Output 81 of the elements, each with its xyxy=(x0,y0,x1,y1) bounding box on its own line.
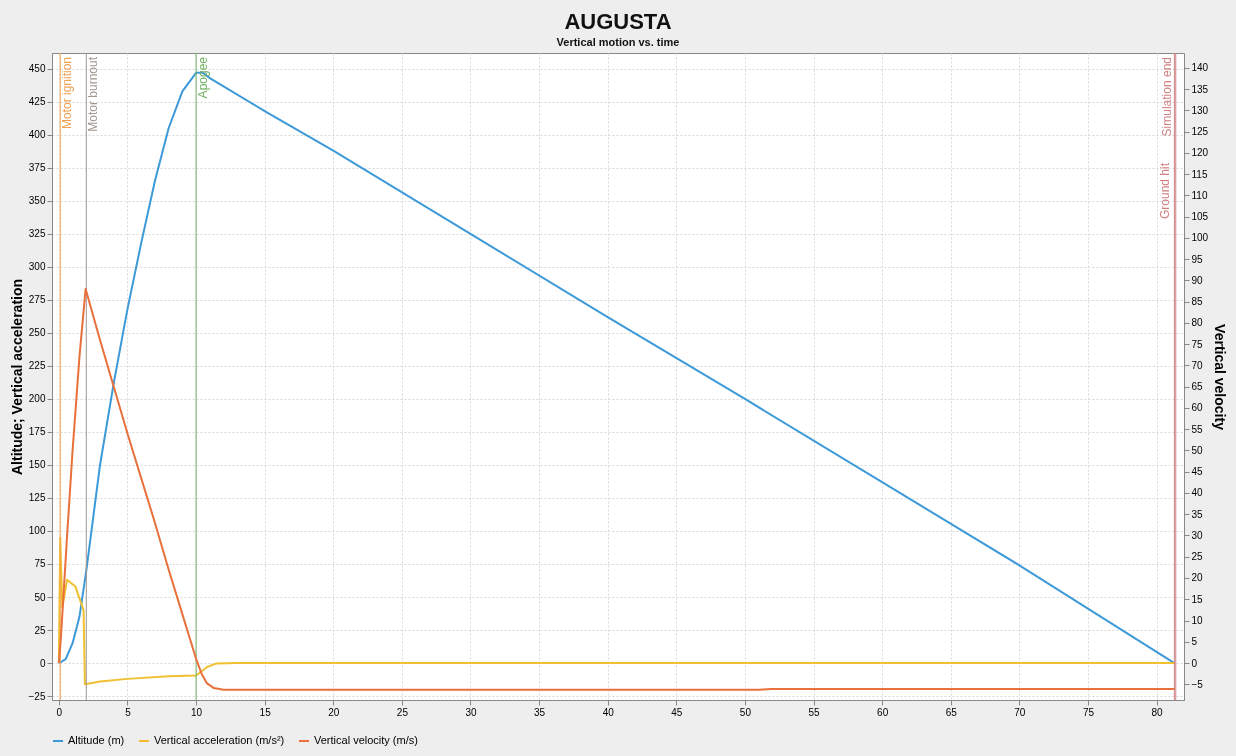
x-tick-label: 25 xyxy=(396,706,409,718)
ref-line-label: Motor burnout xyxy=(86,56,101,132)
x-tick-label: 45 xyxy=(671,706,683,718)
ref-line-label: Simulation end xyxy=(1159,57,1174,137)
y2-tick-label: 105 xyxy=(1191,211,1209,223)
y2-tick-label: 50 xyxy=(1191,444,1204,456)
y2-tick-label: 135 xyxy=(1191,83,1209,95)
x-tick-label: 10 xyxy=(191,706,203,718)
y2-tick-label: 120 xyxy=(1191,147,1209,159)
y-tick-label: 300 xyxy=(28,261,46,273)
y2-axis-title: Vertical velocity xyxy=(1212,324,1229,431)
y2-tick-label: 55 xyxy=(1191,423,1204,435)
y-tick-label: 25 xyxy=(34,624,46,636)
y-axis-title: Altitude; Vertical acceleration xyxy=(8,278,25,476)
x-tick-label: 80 xyxy=(1151,706,1164,718)
y2-tick-label: 95 xyxy=(1191,253,1204,265)
y2-tick-label: 25 xyxy=(1191,551,1204,563)
x-tick-label: 75 xyxy=(1082,706,1095,718)
line-series xyxy=(57,287,1176,691)
y-tick-label: 250 xyxy=(28,327,46,339)
chart-title: AUGUSTA xyxy=(564,8,672,34)
y2-tick-label: 65 xyxy=(1191,381,1204,393)
x-tick-label: 35 xyxy=(534,706,546,718)
y-tick-label: 0 xyxy=(39,657,46,669)
y-tick-label: 50 xyxy=(34,591,46,603)
x-tick-label: 55 xyxy=(808,706,821,718)
y2-tick-label: −5 xyxy=(1191,678,1204,690)
y-tick-label: 325 xyxy=(28,228,46,240)
y-tick-label: 400 xyxy=(28,129,46,141)
x-tick-label: 0 xyxy=(56,706,63,718)
x-tick-label: 30 xyxy=(465,706,477,718)
y2-tick-label: 0 xyxy=(1191,657,1198,669)
y2-tick-label: 75 xyxy=(1191,338,1204,350)
x-tick-label: 40 xyxy=(602,706,615,718)
y2-tick-label: 10 xyxy=(1191,615,1204,627)
y-tick-label: 350 xyxy=(28,195,46,207)
y2-tick-label: 70 xyxy=(1191,359,1204,371)
x-tick-label: 5 xyxy=(125,706,132,718)
y-tick-label: 375 xyxy=(28,162,46,174)
y2-tick-label: 125 xyxy=(1191,126,1209,138)
y2-tick-label: 80 xyxy=(1191,317,1204,329)
y2-tick-label: 60 xyxy=(1191,402,1204,414)
y-tick-label: 275 xyxy=(28,294,46,306)
ref-line-label: Ground hit xyxy=(1158,162,1173,220)
x-tick-label: 15 xyxy=(259,706,272,718)
y-tick-label: 200 xyxy=(28,393,46,405)
x-tick-label: 20 xyxy=(328,706,340,718)
y-tick-label: 450 xyxy=(28,63,46,75)
y2-tick-label: 115 xyxy=(1191,168,1208,180)
line-series xyxy=(57,536,1176,686)
ref-line-label: Apogee xyxy=(196,56,211,99)
y-tick-label: 175 xyxy=(28,426,46,438)
y2-tick-label: 35 xyxy=(1191,508,1204,520)
y-tick-label: 150 xyxy=(28,459,46,471)
legend-label: Vertical acceleration (m/s²) xyxy=(154,734,285,746)
x-tick-label: 70 xyxy=(1014,706,1026,718)
y2-tick-label: 45 xyxy=(1191,466,1204,478)
y-tick-label: 75 xyxy=(34,558,46,570)
chart-subtitle: Vertical motion vs. time xyxy=(556,35,680,48)
x-tick-label: 60 xyxy=(877,706,889,718)
legend-label: Vertical velocity (m/s) xyxy=(314,734,418,746)
y-tick-label: 425 xyxy=(28,96,46,108)
y-tick-label: 100 xyxy=(28,525,46,537)
y-tick-label: 225 xyxy=(28,360,46,372)
y2-tick-label: 20 xyxy=(1191,572,1204,584)
y2-tick-label: 100 xyxy=(1191,232,1209,244)
legend-label: Altitude (m) xyxy=(68,734,125,746)
y2-tick-label: 90 xyxy=(1191,274,1204,286)
y2-tick-label: 15 xyxy=(1191,593,1204,605)
ref-line-label: Motor ignition xyxy=(60,57,75,130)
y-tick-label: 125 xyxy=(28,492,46,504)
y2-tick-label: 40 xyxy=(1191,487,1204,499)
y2-tick-label: 85 xyxy=(1191,296,1204,308)
y2-tick-label: 5 xyxy=(1191,636,1198,648)
y2-tick-label: 140 xyxy=(1191,62,1209,74)
x-tick-label: 65 xyxy=(945,706,958,718)
x-tick-label: 50 xyxy=(739,706,752,718)
y2-tick-label: 130 xyxy=(1191,104,1209,116)
y-tick-label: −25 xyxy=(28,690,46,702)
y2-tick-label: 110 xyxy=(1191,189,1208,201)
y2-tick-label: 30 xyxy=(1191,529,1204,541)
